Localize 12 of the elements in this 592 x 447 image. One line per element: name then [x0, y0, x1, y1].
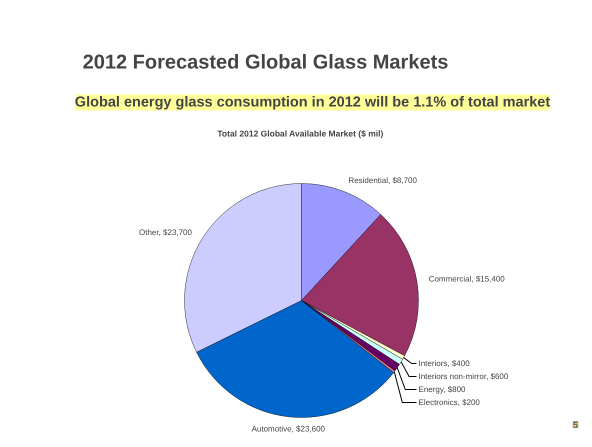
slice-label: Energy, $800: [418, 385, 466, 394]
text: 5: [573, 420, 578, 430]
slice-label: Commercial, $15,400: [428, 274, 506, 284]
text: Total 2012 Global Available Market ($ mil): [217, 128, 384, 138]
slice-label: Interiors non-mirror, $600: [418, 372, 509, 381]
slice-label: Automotive, $23,600: [252, 424, 326, 434]
slice-label: Electronics, $200: [418, 398, 480, 407]
chart-title: 2012 Forecasted Global Glass Markets: [82, 52, 448, 74]
slice-label: Residential, $8,700: [348, 176, 418, 185]
chart-subtitle: Global energy glass consumption in 2012 will be 1.1% of total market: [74, 94, 550, 110]
slice-label: Interiors, $400: [418, 359, 470, 368]
slice-label: Other, $23,700: [139, 228, 193, 237]
